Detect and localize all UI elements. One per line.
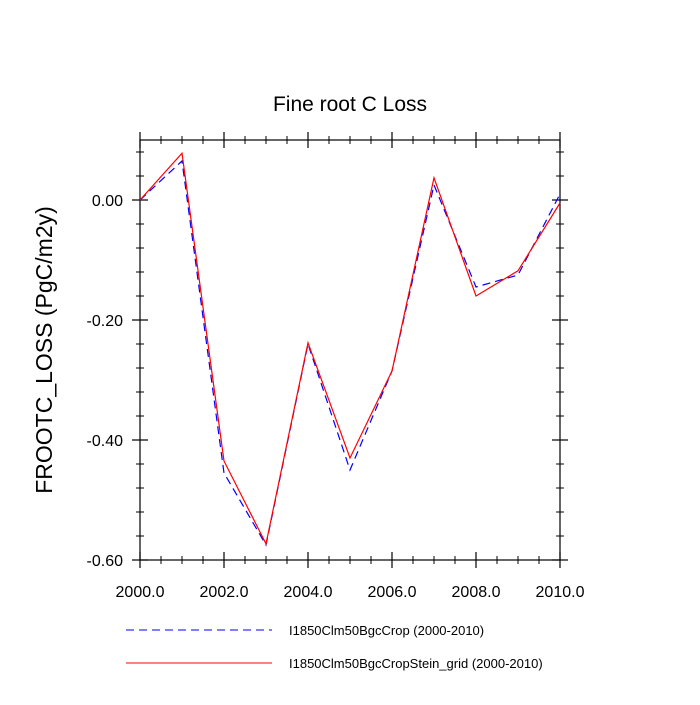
x-tick-label: 2000.0 (116, 584, 165, 601)
y-tick-label: 0.00 (92, 193, 123, 210)
x-tick-label: 2004.0 (284, 584, 333, 601)
y-tick-label: -0.60 (87, 553, 124, 570)
y-tick-label: -0.40 (87, 433, 124, 450)
x-tick-label: 2006.0 (368, 584, 417, 601)
x-tick-label: 2008.0 (452, 584, 501, 601)
chart-title: Fine root C Loss (273, 93, 427, 116)
x-tick-label: 2002.0 (200, 584, 249, 601)
axis-ticks: 2000.0 2002.0 2004.0 2006.0 2008.0 2010.0 0.00… (87, 132, 585, 601)
series-line-1 (139, 159, 561, 547)
legend: I1850Clm50BgcCrop (2000-2010) I1850Clm50B… (126, 623, 543, 671)
series-line-2 (139, 151, 561, 546)
y-tick-label: -0.20 (87, 313, 124, 330)
legend-label: I1850Clm50BgcCrop (2000-2010) (289, 623, 484, 638)
x-tick-label: 2010.0 (536, 584, 585, 601)
plot-frame (139, 139, 561, 561)
series-lines (139, 151, 561, 547)
y-axis-label: FROOTC_LOSS (PgC/m2y) (31, 206, 57, 494)
legend-label: I1850Clm50BgcCropStein_grid (2000-2010) (289, 656, 543, 671)
